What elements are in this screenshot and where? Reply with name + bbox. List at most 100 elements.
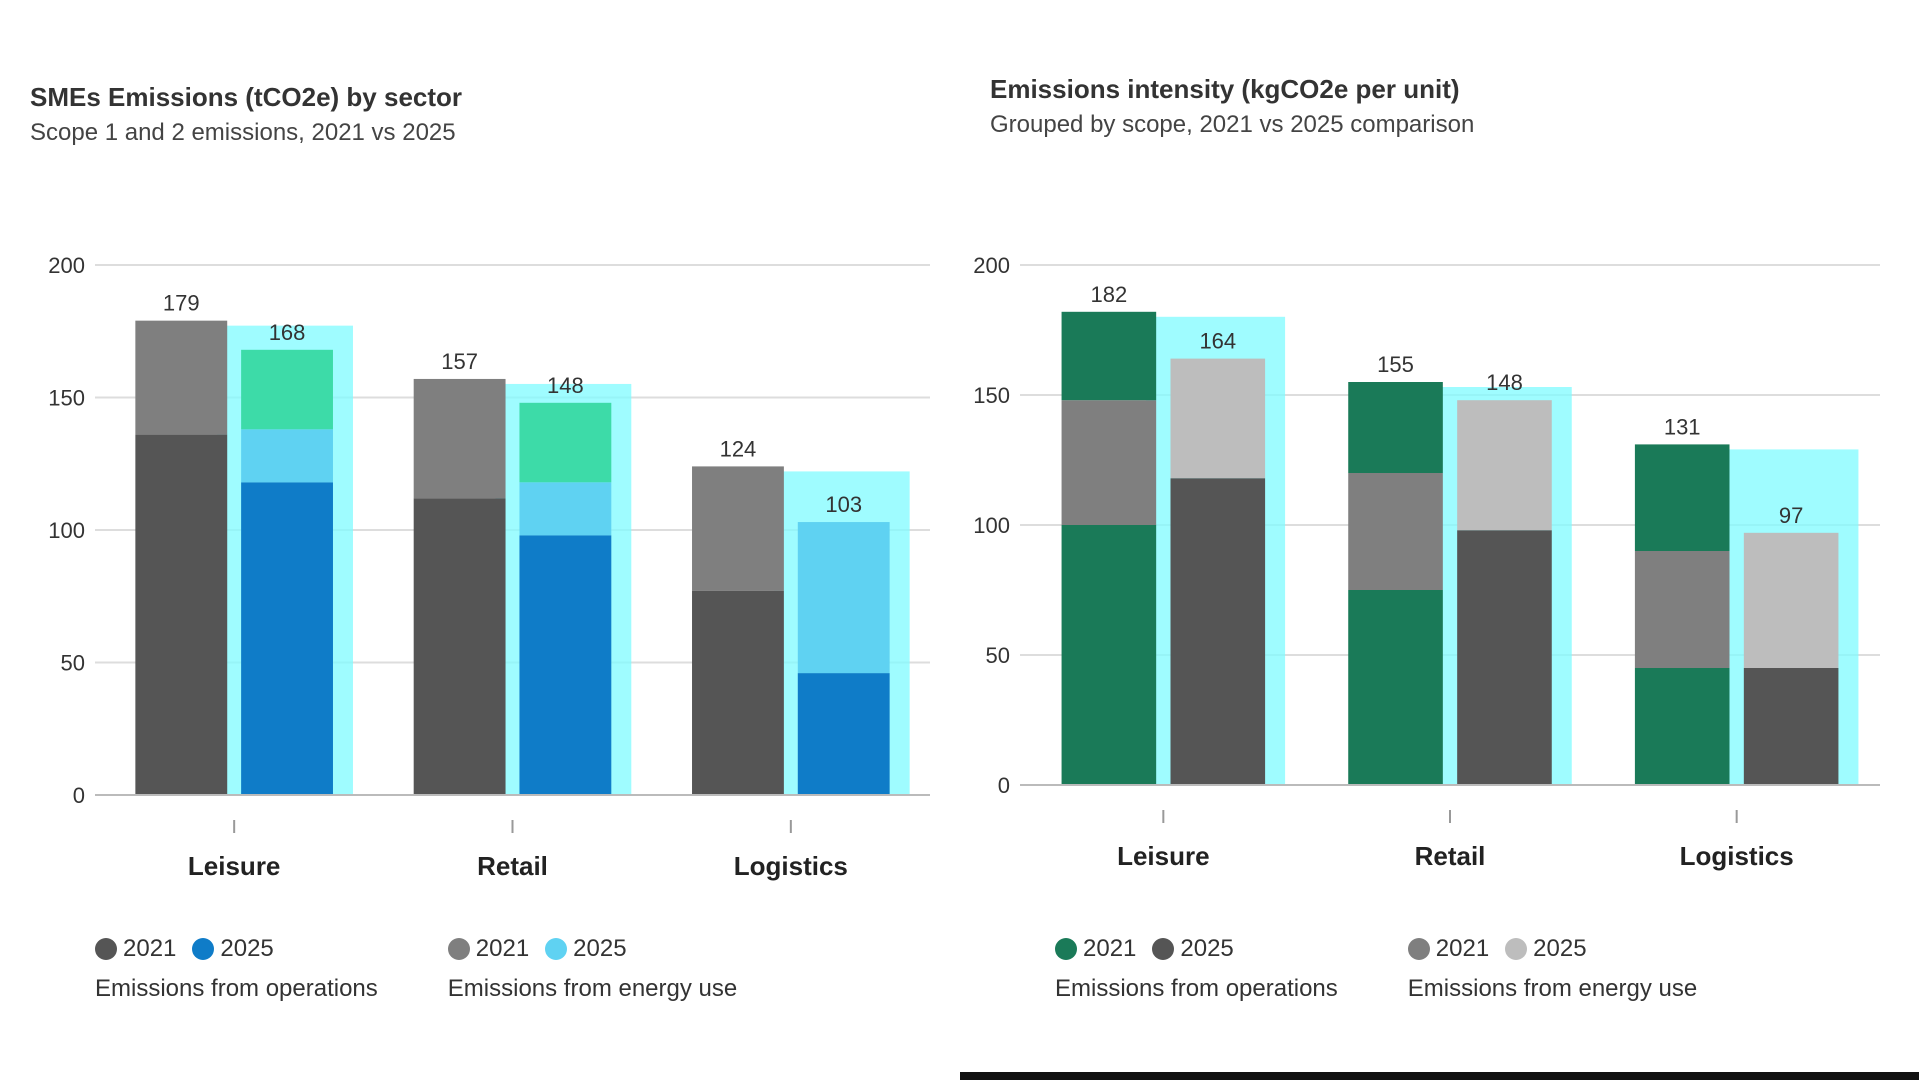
bottom-rule [960, 1072, 1919, 1080]
legend-group: 2021 2025 Emissions from energy use [1407, 935, 1697, 1003]
bar-segment [692, 590, 784, 795]
bar-segment [1061, 311, 1157, 401]
y-tick-label: 0 [998, 773, 1010, 798]
y-tick-label: 100 [973, 513, 1010, 538]
legend-label: 2025 [1533, 935, 1587, 962]
x-tick-label: Retail [477, 851, 548, 881]
bar-segment [797, 522, 890, 674]
legend-swatch [545, 938, 568, 960]
bar-segment [797, 673, 890, 795]
chart-legend: 2021 2025 Emissions from operations 2021 202… [1055, 935, 1767, 1003]
legend-swatch [1505, 938, 1528, 960]
chart-panel-right: Emissions intensity (kgCO2e per unit) Gr… [960, 0, 1919, 1080]
data-label: 148 [547, 373, 584, 398]
legend-label: 2021 [1435, 935, 1490, 962]
data-label: 97 [1779, 503, 1803, 528]
data-label: 131 [1664, 414, 1701, 439]
legend-row: 2021 2025 [1055, 935, 1338, 963]
legend-entry: 2021 [1407, 935, 1490, 963]
x-tick-label: Leisure [1117, 841, 1210, 871]
chart-subtitle: Scope 1 and 2 emissions, 2021 vs 2025 [30, 119, 456, 146]
bar-segment [1061, 525, 1157, 785]
legend-label: 2025 [1180, 935, 1234, 962]
bar-segment [1170, 358, 1266, 479]
legend-group: 2021 2025 Emissions from operations [1055, 935, 1338, 1003]
y-tick-label: 100 [48, 518, 85, 543]
legend-entry: 2025 [192, 935, 274, 963]
legend-row: 2021 2025 [447, 935, 737, 963]
legend-label: 2025 [573, 935, 627, 962]
bar-segment [692, 466, 784, 591]
x-tick-label: Logistics [734, 851, 848, 881]
y-tick-label: 200 [48, 253, 85, 278]
bar-segment [1743, 532, 1839, 668]
bar-segment [1634, 444, 1730, 551]
y-tick-label: 150 [48, 386, 85, 411]
y-tick-label: 200 [973, 253, 1010, 278]
bar-segment [1634, 551, 1730, 668]
bar-segment [519, 482, 612, 536]
legend-swatch [1055, 938, 1077, 960]
legend-swatch [192, 938, 215, 960]
chart-subtitle: Grouped by scope, 2021 vs 2025 compariso… [990, 111, 1475, 138]
data-label: 148 [1486, 370, 1523, 395]
legend-label: 2021 [475, 935, 530, 962]
bar-segment [135, 434, 228, 795]
legend-entry: 2021 [447, 935, 530, 963]
bar-segment [413, 498, 506, 795]
legend-label: 2021 [1083, 935, 1137, 962]
legend-entry: 2025 [1505, 935, 1587, 963]
data-label: 168 [269, 320, 306, 345]
bar-segment [241, 429, 333, 483]
legend-group: 2021 2025 Emissions from operations [95, 935, 378, 1003]
legend-entry: 2021 [1055, 935, 1136, 963]
bar-segment [1457, 400, 1552, 531]
legend-caption: Emissions from operations [95, 975, 378, 1002]
data-label: 155 [1377, 352, 1414, 377]
bar-segment [519, 535, 612, 795]
data-label: 182 [1091, 282, 1128, 307]
bar-segment [1348, 382, 1443, 473]
y-tick-label: 50 [986, 643, 1010, 668]
legend-label: 2025 [220, 935, 274, 962]
chart-legend: 2021 2025 Emissions from operations 2021 202… [95, 935, 807, 1003]
bar-segment [519, 402, 612, 483]
legend-row: 2021 2025 [1407, 935, 1697, 963]
data-label: 179 [163, 291, 200, 316]
legend-group: 2021 2025 Emissions from energy use [447, 935, 738, 1003]
y-tick-label: 50 [61, 651, 85, 676]
legend-caption: Emissions from operations [1055, 975, 1338, 1002]
data-label: 124 [720, 436, 757, 461]
chart-plot-left: 0 50 100 150 200 179 168 Leisure 157 148 Retail 124… [48, 253, 930, 881]
x-tick-label: Leisure [188, 851, 281, 881]
x-tick-label: Retail [1415, 841, 1486, 871]
legend-entry: 2025 [545, 935, 627, 963]
chart-title: Emissions intensity (kgCO2e per unit) [990, 74, 1460, 104]
bar-segment [1743, 668, 1839, 785]
legend-swatch [447, 938, 470, 960]
data-label: 164 [1199, 329, 1236, 354]
legend-label: 2021 [123, 935, 177, 962]
y-tick-label: 150 [973, 383, 1010, 408]
data-label: 157 [441, 349, 478, 374]
bar-segment [1634, 668, 1730, 785]
legend-swatch [1407, 938, 1430, 960]
legend-entry: 2021 [95, 935, 176, 963]
bar-segment [1348, 473, 1443, 590]
chart-panel-left: SMEs Emissions (tCO2e) by sector Scope 1… [30, 82, 930, 1003]
bar-segment [413, 378, 506, 499]
chart-title: SMEs Emissions (tCO2e) by sector [30, 82, 463, 112]
data-label: 103 [825, 492, 862, 517]
bar-segment [1457, 530, 1552, 785]
bar-segment [1061, 400, 1157, 525]
bar-segment [241, 349, 333, 430]
y-tick-label: 0 [73, 783, 85, 808]
chart-plot-right: 0 50 100 150 200 182 164 Leisure 155 148 Retail 131… [973, 253, 1880, 871]
bar-segment [1348, 590, 1443, 785]
legend-caption: Emissions from energy use [447, 975, 738, 1002]
bar-segment [241, 482, 333, 795]
legend-row: 2021 2025 [95, 935, 378, 963]
legend-swatch [95, 938, 117, 960]
bar-segment [135, 320, 228, 435]
bar-segment [1170, 478, 1266, 785]
